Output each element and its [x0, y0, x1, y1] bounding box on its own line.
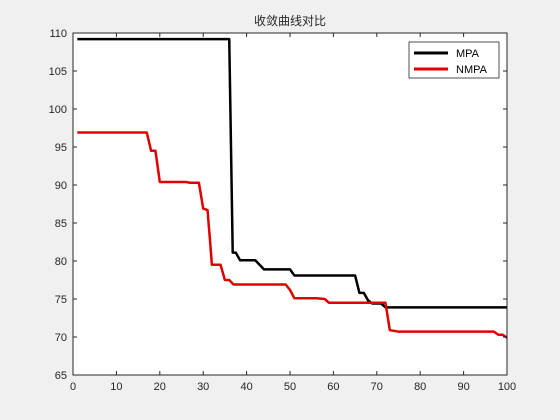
legend-box: [408, 41, 500, 79]
x-tick-label: 30: [197, 381, 209, 393]
y-tick-label: 95: [55, 142, 67, 154]
x-tick-label: 100: [498, 381, 516, 393]
chart-title: 收敛曲线对比: [254, 13, 326, 28]
plot-area: [73, 33, 507, 375]
x-tick-label: 70: [371, 381, 383, 393]
y-tick-label: 105: [49, 66, 67, 78]
series-line-nmpa: [77, 131, 508, 339]
legend-label-nmpa: NMPA: [456, 64, 488, 76]
x-tick-label: 40: [240, 381, 252, 393]
x-tick-label: 90: [457, 381, 469, 393]
y-tick-label: 65: [55, 370, 67, 382]
x-tick-label: 80: [414, 381, 426, 393]
x-tick-label: 50: [284, 381, 296, 393]
y-tick-label: 70: [55, 332, 67, 344]
y-tick-label: 90: [55, 180, 67, 192]
tick-layer: 0 10 20 30 40 50 60 70 80 90 100 65 70 75 80 85 90 95 100 1…: [49, 28, 517, 393]
legend-label-mpa: MPA: [456, 48, 480, 60]
y-tick-label: 75: [55, 294, 67, 306]
x-tick-label: 20: [154, 381, 166, 393]
x-tick-label: 0: [70, 381, 76, 393]
y-tick-label: 85: [55, 218, 67, 230]
series-layer: [77, 37, 508, 339]
x-tick-label: 60: [327, 381, 339, 393]
y-tick-label: 80: [55, 256, 67, 268]
y-tick-label: 110: [49, 28, 67, 40]
x-tick-label: 10: [110, 381, 122, 393]
legend: MPA NMPA: [408, 41, 500, 79]
y-tick-label: 100: [49, 104, 67, 116]
